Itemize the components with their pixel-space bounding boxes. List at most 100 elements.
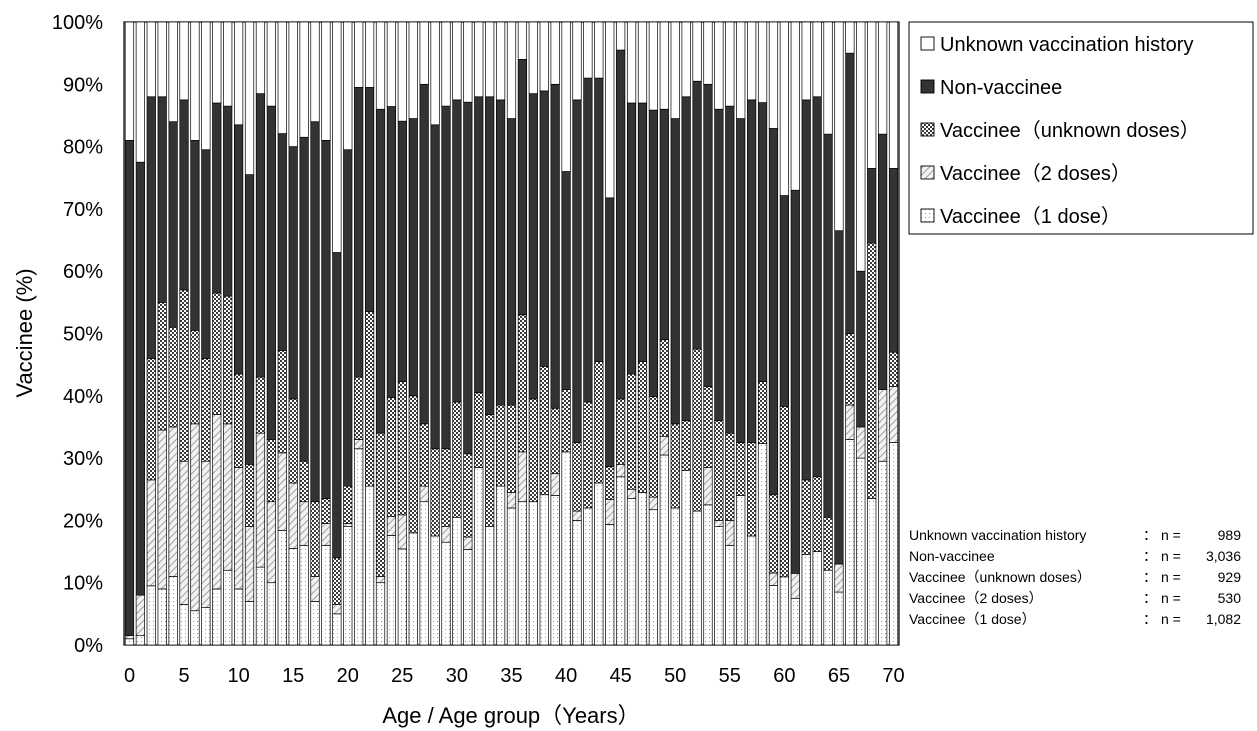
- legend-label-vaccinee-2-doses: Vaccinee（2 doses）: [940, 162, 1131, 185]
- bar-segment-non-vaccinee-age-23: [375, 108, 386, 434]
- bar-segment-non-vaccinee-age-10: [234, 124, 244, 375]
- bar-segment-vaccinee-1-dose-age-50: [670, 507, 680, 646]
- stat-n-prefix: n =: [1161, 527, 1181, 543]
- bar-segment-vaccinee-2-doses-age-24: [386, 516, 397, 536]
- bar-segment-vaccinee-unknown-doses-age-27: [419, 423, 429, 487]
- bar-segment-non-vaccinee-age-13: [266, 105, 276, 440]
- bar-segment-unknown-vaccination-history-age-10: [234, 21, 244, 126]
- bar-segment-vaccinee-unknown-doses-age-50: [670, 423, 680, 509]
- bar-segment-non-vaccinee-age-33: [485, 96, 495, 415]
- bar-segment-unknown-vaccination-history-age-46: [626, 21, 637, 104]
- bar-segment-non-vaccinee-age-50: [670, 118, 680, 425]
- bar-segment-vaccinee-2-doses-age-31: [463, 536, 473, 550]
- bar-segment-vaccinee-1-dose-age-19: [332, 613, 342, 646]
- bar-segment-vaccinee-2-doses-age-53: [703, 467, 713, 506]
- bar-segment-vaccinee-2-doses-age-67: [856, 426, 866, 459]
- bar-segment-vaccinee-unknown-doses-age-22: [364, 311, 375, 487]
- y-tick-label: 70%: [63, 199, 103, 221]
- stat-separator: ：: [1143, 611, 1157, 627]
- bar-segment-vaccinee-2-doses-age-65: [834, 563, 844, 593]
- bar-segment-vaccinee-unknown-doses-age-23: [375, 432, 386, 577]
- bar-segment-vaccinee-1-dose-age-40: [561, 451, 571, 646]
- bar-segment-vaccinee-1-dose-age-56: [736, 495, 746, 646]
- bar-segment-unknown-vaccination-history-age-62: [801, 21, 811, 101]
- sample-size-table: Unknown vaccination history： n = 989Non-va…: [909, 527, 1241, 627]
- y-tick-label: 100%: [52, 12, 103, 34]
- bar-segment-unknown-vaccination-history-age-8: [212, 21, 222, 104]
- bar-segment-vaccinee-1-dose-age-68: [867, 498, 877, 646]
- bar-segment-unknown-vaccination-history-age-23: [375, 21, 386, 110]
- bar-segment-vaccinee-1-dose-age-27: [419, 501, 429, 646]
- bar-segment-vaccinee-unknown-doses-age-5: [179, 289, 189, 462]
- bar-segment-vaccinee-1-dose-age-31: [463, 549, 473, 646]
- bar-segment-non-vaccinee-age-67: [856, 270, 866, 428]
- bar-segment-non-vaccinee-age-1: [135, 161, 145, 596]
- stat-separator: ：: [1143, 590, 1157, 606]
- bar-segment-unknown-vaccination-history-age-2: [146, 21, 156, 98]
- x-tick-label: 60: [773, 665, 795, 687]
- legend-items: Unknown vaccination history Non-vaccinee V…: [920, 34, 1200, 228]
- bar-segment-vaccinee-unknown-doses-age-39: [550, 407, 560, 475]
- bar-segment-vaccinee-2-doses-age-12: [255, 432, 266, 568]
- bar-segment-vaccinee-1-dose-age-48: [648, 509, 659, 646]
- bar-segment-vaccinee-unknown-doses-age-10: [234, 373, 244, 468]
- bar-segment-vaccinee-1-dose-age-62: [801, 554, 811, 646]
- bar-segment-non-vaccinee-age-61: [790, 189, 800, 574]
- bar-segment-unknown-vaccination-history-age-58: [757, 21, 768, 103]
- bar-segment-vaccinee-1-dose-age-52: [692, 510, 702, 646]
- bar-segment-unknown-vaccination-history-age-24: [386, 21, 397, 107]
- bar-segment-vaccinee-unknown-doses-age-48: [648, 396, 659, 498]
- bar-segment-non-vaccinee-age-28: [430, 124, 440, 450]
- bar-segment-non-vaccinee-age-3: [157, 96, 167, 303]
- bar-segment-vaccinee-1-dose-age-60: [779, 576, 789, 646]
- bar-segment-vaccinee-1-dose-age-35: [506, 507, 517, 646]
- bar-segment-non-vaccinee-age-24: [386, 106, 397, 399]
- bar-segment-vaccinee-1-dose-age-3: [157, 588, 167, 646]
- bar-segment-vaccinee-1-dose-age-67: [856, 457, 866, 646]
- bar-segment-vaccinee-unknown-doses-age-17: [310, 501, 320, 577]
- legend-label-vaccinee-1-dose: Vaccinee（1 dose）: [940, 205, 1121, 228]
- bar-segment-vaccinee-unknown-doses-age-26: [408, 395, 418, 534]
- bar-segment-vaccinee-unknown-doses-age-64: [823, 516, 833, 571]
- stat-n-value: 929: [1218, 569, 1242, 585]
- bar-segment-unknown-vaccination-history-age-61: [790, 21, 800, 191]
- bar-segment-vaccinee-2-doses-age-36: [517, 451, 528, 503]
- bar-segment-vaccinee-2-doses-age-29: [441, 526, 451, 543]
- x-tick-label: 65: [828, 665, 850, 687]
- bar-segment-vaccinee-unknown-doses-age-16: [299, 460, 309, 503]
- bar-segment-unknown-vaccination-history-age-66: [845, 21, 855, 54]
- bar-segment-unknown-vaccination-history-age-7: [201, 21, 211, 151]
- bar-segment-vaccinee-2-doses-age-48: [648, 496, 659, 511]
- stat-label: Non-vaccinee: [909, 548, 995, 564]
- stat-n-value: 3,036: [1206, 548, 1241, 564]
- bar-segment-non-vaccinee-age-26: [408, 118, 418, 397]
- bar-segment-unknown-vaccination-history-age-13: [266, 21, 276, 107]
- bar-segment-unknown-vaccination-history-age-39: [550, 21, 560, 85]
- bar-segment-vaccinee-unknown-doses-age-43: [594, 361, 604, 484]
- bar-segment-unknown-vaccination-history-age-11: [244, 21, 255, 175]
- bar-segment-non-vaccinee-age-43: [594, 77, 604, 362]
- bar-segment-unknown-vaccination-history-age-17: [310, 21, 320, 123]
- y-tick-label: 40%: [63, 386, 103, 408]
- bar-segment-vaccinee-2-doses-age-46: [626, 488, 637, 499]
- bar-segment-non-vaccinee-age-58: [757, 102, 768, 382]
- bar-segment-vaccinee-2-doses-age-9: [223, 423, 233, 571]
- bar-segment-unknown-vaccination-history-age-56: [736, 21, 746, 119]
- bar-segment-vaccinee-2-doses-age-61: [790, 573, 800, 599]
- bar-segment-vaccinee-unknown-doses-age-30: [452, 401, 462, 518]
- x-tick-label: 0: [124, 665, 135, 687]
- bar-segment-unknown-vaccination-history-age-60: [779, 21, 789, 196]
- bar-segment-non-vaccinee-age-45: [616, 49, 626, 400]
- bar-segment-non-vaccinee-age-52: [692, 80, 702, 350]
- bar-segment-vaccinee-2-doses-age-20: [343, 523, 353, 527]
- bar-segment-non-vaccinee-age-62: [801, 99, 811, 481]
- bar-segment-unknown-vaccination-history-age-68: [867, 21, 877, 169]
- bar-segment-non-vaccinee-age-5: [179, 99, 189, 291]
- bar-segment-vaccinee-1-dose-age-11: [244, 601, 255, 646]
- bar-segment-vaccinee-unknown-doses-age-51: [681, 420, 691, 471]
- bar-segment-unknown-vaccination-history-age-34: [495, 21, 506, 101]
- x-tick-label: 25: [391, 665, 413, 687]
- stat-n-prefix: n =: [1161, 548, 1181, 564]
- bar-segment-vaccinee-1-dose-age-38: [539, 494, 549, 646]
- x-axis-title: Age / Age group（Years）: [382, 703, 639, 728]
